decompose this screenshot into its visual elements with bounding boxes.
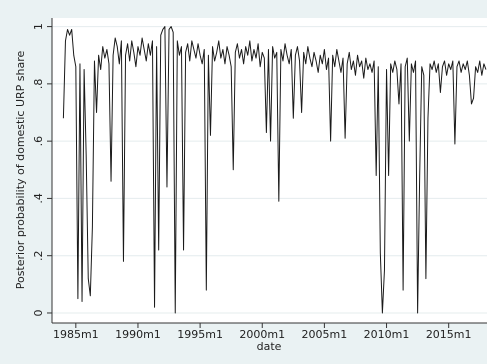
- y-tick-label: 1: [32, 23, 45, 30]
- x-axis-title: date: [257, 340, 282, 353]
- x-tick-label: 2015m1: [426, 328, 472, 341]
- x-tick-label: 2005m1: [302, 328, 348, 341]
- x-tick-label: 2010m1: [364, 328, 410, 341]
- y-tick-label: .2: [32, 250, 45, 261]
- x-tick-label: 1990m1: [115, 328, 161, 341]
- y-axis-title: Posterior probability of domestic URP sh…: [14, 50, 27, 289]
- y-tick-label: .6: [32, 136, 45, 147]
- y-tick-label: .8: [32, 79, 45, 90]
- x-tick-label: 1995m1: [177, 328, 223, 341]
- x-tick-label: 1985m1: [53, 328, 99, 341]
- data-line: [62, 26, 487, 314]
- y-tick-label: .4: [32, 193, 45, 204]
- plot-area: [52, 18, 487, 323]
- x-tick-label: 2000m1: [239, 328, 285, 341]
- y-tick-label: 0: [32, 309, 45, 316]
